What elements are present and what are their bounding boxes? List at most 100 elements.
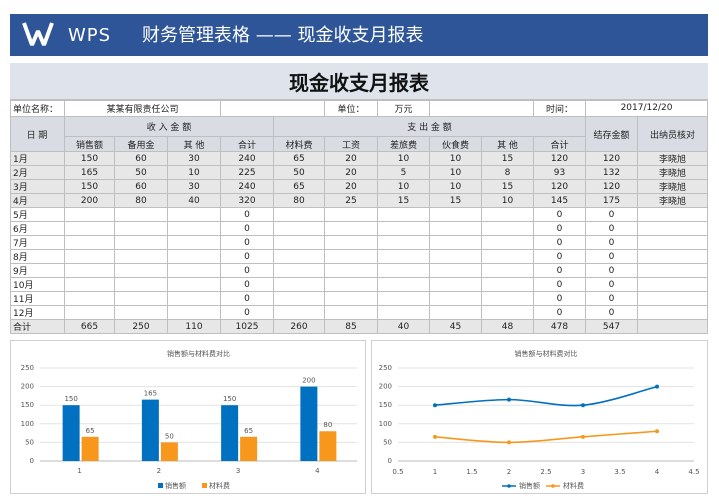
data-cell: [115, 306, 168, 320]
legend-swatch: [507, 484, 511, 488]
data-cell: [430, 236, 482, 250]
data-label: 165: [144, 390, 157, 398]
data-cell: [168, 292, 221, 306]
data-cell: 15: [482, 152, 534, 166]
data-cell: [65, 292, 115, 306]
header-cell: 收 入 金 额: [65, 117, 274, 137]
info-label: 时间：: [534, 100, 586, 117]
data-cell: [65, 222, 115, 236]
data-cell: 175: [586, 194, 638, 208]
data-cell: [325, 292, 378, 306]
bar: [319, 431, 337, 461]
row-label: 6月: [10, 222, 65, 236]
banner-title: 财务管理表格 —— 现金收支月报表: [142, 25, 423, 46]
data-cell: 0: [586, 222, 638, 236]
data-cell: [638, 208, 708, 222]
data-cell: 30: [168, 180, 221, 194]
data-cell: [482, 292, 534, 306]
data-cell: 80: [274, 194, 325, 208]
data-cell: 120: [586, 180, 638, 194]
bar: [300, 386, 318, 461]
data-cell: 10: [430, 180, 482, 194]
x-tick-label: 3.5: [614, 468, 625, 476]
data-cell: [638, 222, 708, 236]
data-cell: 0: [534, 264, 586, 278]
data-cell: 0: [586, 208, 638, 222]
data-cell: [482, 306, 534, 320]
data-cell: 8: [482, 166, 534, 180]
y-tick-label: 50: [25, 438, 34, 446]
y-tick-label: 250: [379, 364, 392, 372]
banner: [10, 14, 708, 56]
data-label: 65: [244, 427, 253, 435]
data-cell: [430, 222, 482, 236]
legend-swatch: [551, 484, 555, 488]
table-title: 现金收支月报表: [289, 71, 429, 95]
data-cell: 320: [221, 194, 274, 208]
y-tick-label: 200: [21, 383, 34, 391]
legend-label: 销售额: [165, 481, 186, 490]
data-cell: 200: [65, 194, 115, 208]
data-cell: [325, 264, 378, 278]
data-cell: [115, 250, 168, 264]
series-line: [434, 385, 658, 407]
x-tick-label: 1: [433, 468, 437, 476]
point: [581, 403, 585, 408]
data-cell: 李晓旭: [638, 166, 708, 180]
data-cell: 0: [221, 250, 274, 264]
subheader-cell: 伙食费: [430, 137, 482, 152]
subheader-cell: 差旅费: [378, 137, 430, 152]
data-cell: [638, 264, 708, 278]
data-cell: 150: [65, 152, 115, 166]
legend-label: 材料费: [563, 481, 584, 490]
data-cell: 30: [168, 152, 221, 166]
x-tick-label: 2: [157, 467, 161, 475]
info-value: 2017/12/20: [586, 100, 708, 117]
data-cell: [65, 264, 115, 278]
data-cell: 李晓旭: [638, 180, 708, 194]
y-tick-label: 150: [21, 401, 34, 409]
data-cell: [274, 306, 325, 320]
data-cell: [378, 250, 430, 264]
data-cell: [65, 306, 115, 320]
data-cell: 10: [378, 152, 430, 166]
header-cell: 结存金额: [586, 117, 638, 152]
data-cell: 240: [221, 180, 274, 194]
header-cell: 出纳员核对: [638, 117, 708, 152]
data-cell: 40: [378, 320, 430, 334]
bar: [221, 405, 239, 461]
data-cell: 0: [586, 306, 638, 320]
data-cell: 1025: [221, 320, 274, 334]
data-cell: 10: [168, 166, 221, 180]
series-line: [434, 430, 658, 444]
chart-frame: [371, 340, 708, 494]
data-cell: 0: [221, 208, 274, 222]
data-label: 65: [86, 427, 95, 435]
x-tick-label: 4: [655, 468, 660, 476]
data-cell: 0: [221, 306, 274, 320]
data-cell: [168, 250, 221, 264]
data-cell: 110: [168, 320, 221, 334]
data-cell: 50: [115, 166, 168, 180]
data-cell: [115, 264, 168, 278]
data-label: 50: [165, 432, 174, 440]
row-label: 12月: [10, 306, 65, 320]
data-cell: [65, 278, 115, 292]
data-cell: [115, 236, 168, 250]
data-cell: [482, 208, 534, 222]
subheader-cell: 备用金: [115, 137, 168, 152]
y-tick-label: 0: [388, 457, 392, 465]
data-cell: [274, 222, 325, 236]
data-cell: 0: [586, 264, 638, 278]
point: [581, 434, 585, 439]
data-cell: 250: [115, 320, 168, 334]
legend-swatch: [202, 483, 207, 488]
data-cell: [274, 292, 325, 306]
data-cell: 50: [274, 166, 325, 180]
data-cell: 0: [586, 236, 638, 250]
bar: [240, 436, 258, 461]
data-cell: [482, 222, 534, 236]
data-cell: 0: [586, 278, 638, 292]
data-cell: [482, 264, 534, 278]
